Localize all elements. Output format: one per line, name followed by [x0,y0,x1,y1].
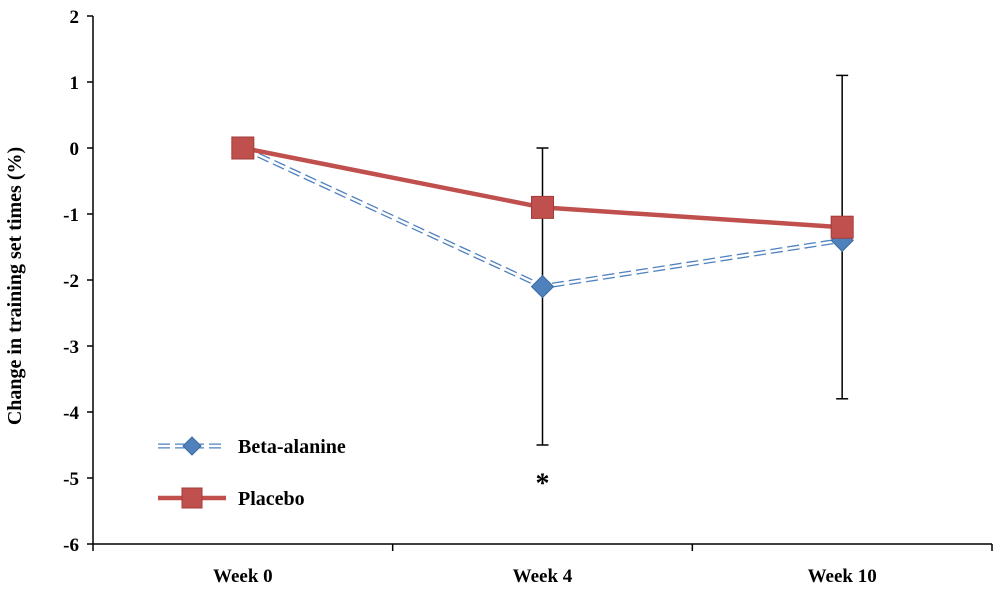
data-point-placebo [830,215,854,239]
data-markers [231,136,854,299]
data-point-placebo [231,136,255,160]
legend-label-beta-alanine: Beta-alanine [238,436,346,458]
y-tick-label: -5 [63,469,79,490]
labels: * [536,469,550,500]
y-tick-label: -1 [63,205,79,226]
axes: 2 1 0 -1 -2 -3 -4 -5 -6 Week 0 Week 4 Week 10 Change… [4,7,993,587]
significance-marker: * [536,469,550,500]
y-tick-label: 2 [70,7,80,28]
x-tick-label: Week 4 [513,566,573,587]
legend-label-placebo: Placebo [238,488,305,510]
error-bars [536,74,849,446]
y-tick-label: -3 [63,337,79,358]
y-tick-label: 0 [70,139,80,160]
y-tick-label: -4 [63,403,79,424]
y-axis-title: Change in training set times (%) [4,147,26,425]
legend: Beta-alanine Placebo [158,436,346,510]
data-point-placebo [531,195,554,219]
x-tick-label: Week 10 [808,566,877,587]
data-point-beta-alanine [530,274,555,299]
legend-marker-beta-alanine [182,436,202,456]
y-tick-label: -2 [63,271,79,292]
x-tick-label: Week 0 [213,566,273,587]
y-tick-label: -6 [63,535,79,556]
y-tick-label: 1 [70,73,80,94]
legend-marker-placebo [181,487,203,509]
